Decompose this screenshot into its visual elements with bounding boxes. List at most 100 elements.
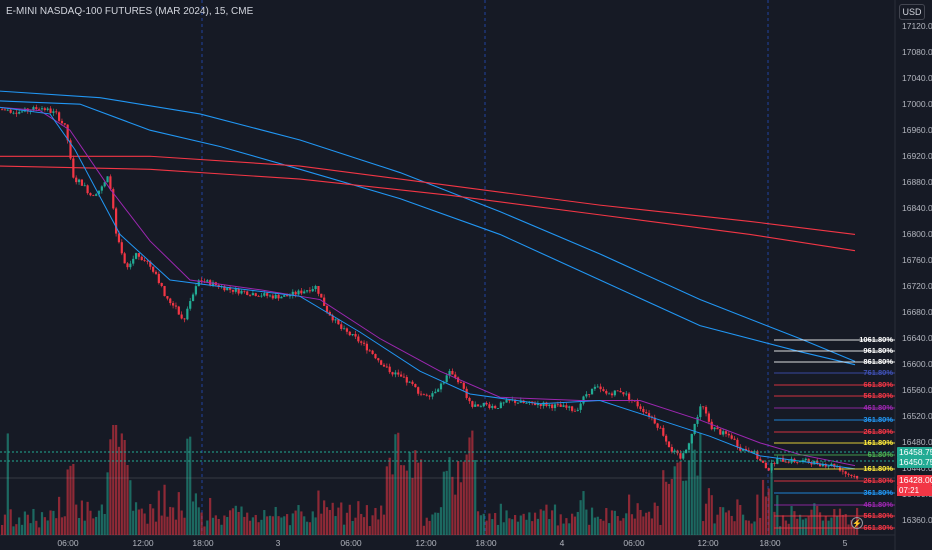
candle-body: [539, 403, 542, 407]
volume-bar: [457, 461, 460, 535]
fib-level-label: 261.80%: [863, 476, 893, 485]
candle-body: [374, 354, 377, 359]
candle-body: [796, 462, 799, 463]
volume-bar: [713, 523, 716, 535]
candle-body: [682, 453, 685, 459]
candle-body: [394, 372, 397, 375]
candle-body: [494, 405, 497, 409]
volume-bar: [733, 521, 736, 535]
volume-bar: [120, 433, 123, 535]
candle-body: [311, 289, 314, 292]
volume-bar: [229, 510, 232, 535]
symbol-title[interactable]: E-MINI NASDAQ-100 FUTURES (MAR 2024), 15…: [6, 6, 254, 17]
candle-body: [414, 384, 417, 388]
price-axis-label: 16360.00: [902, 515, 932, 525]
volume-bar: [377, 519, 380, 535]
volume-bar: [824, 516, 827, 535]
volume-bar: [796, 518, 799, 535]
lightning-icon[interactable]: ⚡: [851, 517, 863, 529]
volume-bar: [331, 502, 334, 535]
volume-bar: [793, 511, 796, 535]
volume-bar: [704, 503, 708, 535]
volume-bar: [565, 518, 568, 535]
candle-body: [103, 182, 106, 187]
volume-bar: [556, 525, 559, 535]
volume-bar: [593, 517, 596, 535]
volume-bar: [52, 510, 55, 535]
volume-bar: [448, 457, 451, 535]
currency-button[interactable]: USD: [899, 4, 925, 20]
candle-body: [471, 401, 474, 407]
candle-body: [334, 319, 337, 321]
candle-body: [716, 427, 719, 430]
candle-body: [425, 394, 428, 396]
volume-bar: [186, 438, 189, 535]
volume-bar: [368, 526, 371, 535]
volume-bar: [3, 514, 7, 535]
volume-bar: [645, 512, 648, 535]
candle-body: [724, 431, 728, 434]
volume-bar: [32, 508, 35, 535]
volume-bar: [804, 518, 807, 535]
candle-body: [488, 404, 491, 408]
volume-bar: [528, 512, 531, 535]
candle-body: [112, 189, 115, 209]
volume-bar: [687, 460, 691, 535]
volume-bar: [103, 513, 106, 535]
volume-bar: [6, 433, 9, 535]
candle-body: [117, 233, 121, 243]
candle-body: [551, 404, 554, 409]
candle-body: [63, 123, 66, 125]
candle-body: [345, 328, 349, 332]
volume-bar: [237, 511, 240, 535]
volume-bar: [770, 467, 773, 535]
time-axis-label: 3: [276, 538, 281, 548]
volume-bar: [69, 465, 72, 535]
candle-body: [750, 451, 753, 453]
volume-bar: [479, 515, 482, 535]
volume-bar: [77, 517, 81, 535]
candle-body: [152, 266, 155, 272]
volume-bar: [417, 462, 420, 535]
candle-body: [801, 460, 805, 462]
volume-bar: [66, 469, 69, 535]
candle-body: [92, 195, 95, 197]
candle-body: [454, 374, 457, 378]
candle-body: [223, 286, 226, 291]
candle-body: [847, 473, 850, 475]
candle-body: [642, 408, 645, 413]
candle-body: [784, 461, 787, 463]
volume-bar: [636, 503, 639, 535]
candle-body: [573, 410, 577, 412]
volume-bar: [724, 512, 728, 535]
candle-body: [713, 427, 716, 430]
volume-bar: [254, 514, 257, 535]
ma-blue-slow: [0, 90, 856, 362]
candle-body: [191, 294, 195, 302]
candle-body: [670, 447, 673, 452]
candle-body: [764, 462, 767, 469]
volume-bar: [294, 510, 297, 535]
volume-bar: [348, 504, 351, 535]
candle-body: [149, 261, 152, 267]
volume-bar: [149, 504, 152, 535]
candle-body: [767, 468, 770, 471]
volume-bar: [18, 517, 21, 535]
volume-bar: [380, 505, 383, 535]
candle-body: [505, 399, 508, 403]
candle-body: [391, 372, 394, 375]
volume-bar: [647, 511, 651, 535]
candle-body: [6, 109, 9, 111]
volume-bar: [508, 518, 511, 535]
volume-bar: [585, 509, 588, 535]
volume-bar: [625, 513, 628, 535]
candle-body: [687, 443, 691, 450]
candle-body: [263, 293, 266, 296]
volume-bar: [539, 509, 542, 535]
volume-bar: [303, 516, 306, 535]
candle-body: [177, 306, 180, 315]
candle-body: [559, 404, 562, 407]
candle-body: [382, 364, 386, 367]
